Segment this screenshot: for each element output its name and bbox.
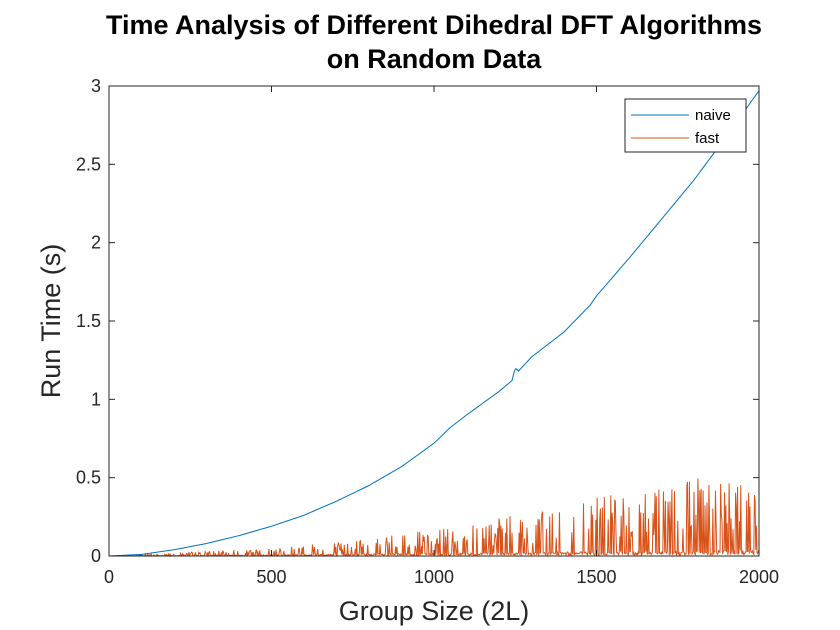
plot-background (109, 86, 759, 556)
y-tick-label: 2 (91, 233, 101, 253)
chart-title: Time Analysis of Different Dihedral DFT … (0, 8, 840, 76)
x-tick-label: 2000 (739, 567, 779, 587)
y-tick-label: 1 (91, 389, 101, 409)
y-tick-label: 3 (91, 76, 101, 96)
legend-label-fast: fast (695, 130, 720, 147)
x-tick-label: 500 (256, 567, 286, 587)
x-tick-label: 1000 (414, 567, 454, 587)
legend-label-naive: naive (695, 107, 731, 124)
y-tick-label: 1.5 (76, 311, 101, 331)
axes (108, 85, 760, 557)
chart-title-line-2: on Random Data (326, 44, 542, 74)
legend: naive fast (624, 98, 747, 153)
tick-labels: 0 500 1000 1500 2000 0 0.5 1 1.5 2 2.5 3 (76, 76, 779, 587)
plot-area (108, 86, 760, 558)
x-tick-label: 0 (104, 567, 114, 587)
chart-title-line-1: Time Analysis of Different Dihedral DFT … (105, 10, 763, 40)
y-tick-label: 0 (91, 546, 101, 566)
y-tick-label: 0.5 (76, 468, 101, 488)
x-axis-label: Group Size (2L) (339, 596, 530, 626)
y-tick-label: 2.5 (76, 154, 101, 174)
series-line-naive (108, 90, 760, 557)
legend-box (624, 98, 747, 153)
y-axis-label: Run Time (s) (36, 244, 66, 399)
x-tick-label: 1500 (576, 567, 616, 587)
